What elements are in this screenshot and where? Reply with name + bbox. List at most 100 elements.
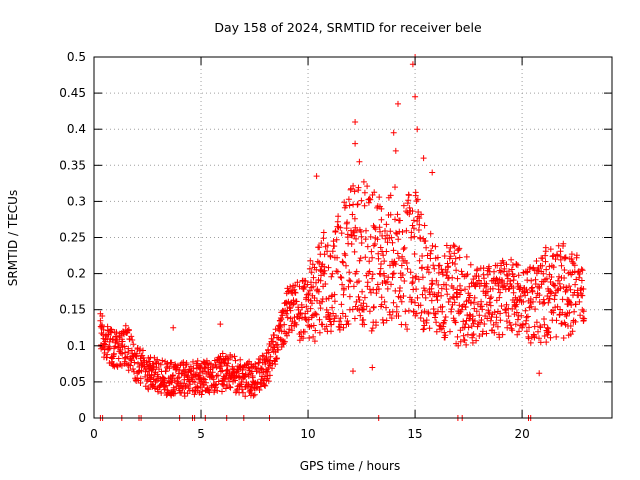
data-point bbox=[409, 280, 416, 287]
data-point bbox=[528, 277, 535, 284]
data-point bbox=[191, 391, 198, 398]
data-point bbox=[422, 238, 429, 244]
data-point bbox=[161, 386, 168, 393]
data-point bbox=[366, 308, 373, 315]
data-point bbox=[292, 289, 299, 296]
data-point bbox=[533, 294, 540, 301]
data-point bbox=[536, 292, 543, 299]
data-point bbox=[422, 294, 429, 301]
data-point bbox=[561, 267, 568, 273]
data-point bbox=[314, 286, 321, 293]
data-point bbox=[358, 233, 365, 240]
data-point bbox=[405, 192, 412, 199]
data-point bbox=[427, 255, 434, 262]
data-point bbox=[560, 335, 567, 341]
data-point bbox=[446, 248, 453, 255]
data-point bbox=[314, 258, 321, 265]
data-point bbox=[419, 274, 426, 281]
data-point bbox=[125, 367, 132, 374]
data-point bbox=[360, 300, 367, 307]
data-point bbox=[382, 228, 388, 234]
data-point bbox=[526, 324, 532, 331]
y-tick-label: 0.15 bbox=[59, 303, 86, 317]
data-point bbox=[161, 377, 168, 384]
data-point bbox=[473, 308, 480, 315]
data-point bbox=[409, 279, 416, 285]
data-points bbox=[97, 54, 588, 421]
data-point bbox=[563, 284, 570, 291]
data-point bbox=[469, 332, 476, 339]
data-point bbox=[324, 248, 331, 255]
data-point bbox=[303, 303, 310, 310]
y-tick-label: 0.1 bbox=[67, 339, 86, 353]
data-point bbox=[497, 269, 504, 276]
y-axis-label: SRMTID / TECUs bbox=[6, 190, 20, 286]
data-point bbox=[292, 282, 299, 289]
data-point bbox=[378, 261, 384, 267]
data-point bbox=[532, 306, 539, 313]
data-point bbox=[428, 247, 435, 254]
data-point bbox=[361, 202, 368, 209]
data-point bbox=[326, 313, 333, 320]
data-point bbox=[464, 331, 471, 338]
data-point bbox=[128, 333, 135, 340]
data-point bbox=[395, 313, 402, 319]
data-point bbox=[108, 326, 115, 333]
data-point bbox=[562, 254, 569, 261]
data-point bbox=[523, 286, 530, 293]
data-point bbox=[536, 299, 543, 305]
data-point bbox=[483, 330, 490, 337]
data-point bbox=[541, 321, 548, 328]
data-point bbox=[130, 341, 137, 348]
data-point bbox=[199, 388, 206, 395]
data-point bbox=[508, 256, 515, 263]
data-point bbox=[334, 254, 341, 261]
data-point bbox=[351, 248, 358, 255]
data-point bbox=[487, 317, 494, 324]
x-tick-label: 10 bbox=[300, 427, 315, 441]
data-point bbox=[372, 226, 379, 233]
data-point bbox=[265, 349, 272, 356]
data-point bbox=[432, 314, 438, 321]
data-point bbox=[200, 375, 207, 382]
data-point bbox=[524, 313, 531, 320]
data-point bbox=[572, 318, 579, 325]
data-point bbox=[464, 271, 471, 278]
data-point bbox=[392, 147, 399, 154]
data-point bbox=[454, 275, 461, 282]
data-point bbox=[487, 302, 494, 309]
data-point bbox=[390, 129, 397, 136]
data-point bbox=[340, 259, 347, 266]
data-point bbox=[131, 359, 138, 366]
data-point bbox=[388, 281, 394, 288]
data-point bbox=[557, 248, 564, 255]
data-point bbox=[501, 265, 508, 272]
data-point bbox=[416, 215, 423, 222]
data-point bbox=[445, 299, 452, 305]
data-point bbox=[217, 353, 224, 360]
data-point bbox=[380, 252, 387, 259]
data-point bbox=[566, 298, 573, 305]
data-point bbox=[300, 284, 307, 291]
data-point bbox=[491, 268, 497, 275]
data-point bbox=[505, 313, 512, 320]
data-point bbox=[545, 328, 552, 335]
data-point bbox=[364, 243, 371, 250]
data-point bbox=[402, 308, 409, 315]
data-point bbox=[416, 221, 423, 228]
data-point bbox=[340, 324, 347, 331]
data-point bbox=[511, 273, 517, 280]
data-point bbox=[320, 229, 327, 236]
data-point bbox=[519, 324, 526, 331]
data-point bbox=[405, 197, 412, 204]
data-point bbox=[499, 331, 506, 338]
data-point bbox=[341, 199, 348, 206]
data-point bbox=[352, 140, 359, 147]
data-point bbox=[421, 222, 428, 229]
data-point bbox=[567, 286, 574, 293]
data-point bbox=[524, 289, 531, 296]
data-point bbox=[439, 303, 446, 310]
data-point bbox=[350, 182, 357, 189]
data-point bbox=[356, 297, 363, 303]
data-point bbox=[422, 287, 428, 294]
